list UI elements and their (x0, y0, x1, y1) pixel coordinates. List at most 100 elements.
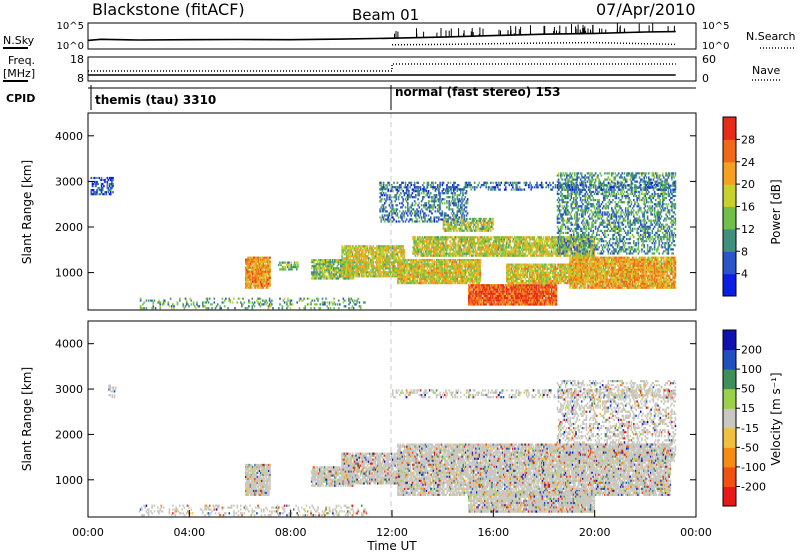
range-cell (497, 236, 500, 239)
range-cell (399, 277, 401, 280)
range-cell (474, 217, 477, 220)
range-cell (526, 271, 529, 274)
range-cell (480, 217, 483, 220)
range-cell (507, 286, 509, 289)
range-cell (486, 254, 488, 257)
range-cell (253, 266, 255, 269)
range-cell (464, 259, 467, 262)
range-cell (314, 259, 316, 262)
range-cell (487, 248, 489, 251)
range-cell (548, 236, 551, 239)
range-cell (362, 273, 364, 276)
range-cell (414, 240, 417, 243)
range-cell (260, 272, 262, 275)
range-cell (482, 242, 485, 245)
range-cell (531, 250, 533, 253)
range-cell (424, 275, 427, 278)
range-cell (514, 271, 516, 274)
range-cell (437, 236, 440, 239)
range-cell (372, 273, 374, 276)
range-cell (436, 246, 439, 249)
range-cell (423, 240, 426, 243)
range-cell (390, 253, 393, 256)
range-cell (356, 267, 358, 270)
range-cell (441, 261, 444, 264)
range-cell (477, 265, 479, 268)
range-cell (433, 265, 436, 268)
range-cell (98, 176, 101, 180)
range-cell (465, 279, 468, 283)
range-cell (509, 252, 511, 255)
range-cell (506, 252, 509, 255)
range-cell (473, 259, 476, 262)
range-cell (283, 268, 286, 271)
range-cell (517, 269, 520, 272)
range-cell (349, 251, 351, 254)
range-cell (428, 246, 430, 249)
range-cell (503, 252, 506, 255)
range-cell (471, 246, 473, 249)
range-cell (441, 242, 443, 245)
range-cell (509, 242, 511, 245)
range-cell (348, 277, 350, 280)
range-cell (250, 282, 253, 285)
range-cell (392, 265, 394, 268)
range-cell (464, 277, 467, 280)
range-cell (328, 271, 330, 274)
range-cell (350, 263, 353, 266)
range-cell (330, 267, 333, 270)
range-cell (321, 267, 323, 270)
range-cell (469, 265, 471, 268)
range-cell (493, 246, 495, 249)
range-cell (326, 275, 328, 278)
range-cell (526, 275, 529, 279)
range-cell (412, 261, 414, 264)
range-cell (513, 248, 516, 251)
range-cell (422, 252, 425, 255)
range-cell (531, 248, 533, 251)
range-cell (341, 263, 343, 266)
range-cell (383, 275, 386, 278)
range-cell (472, 248, 474, 251)
range-cell (402, 273, 405, 276)
range-cell (97, 182, 99, 186)
range-cell (470, 227, 472, 230)
range-cell (100, 191, 103, 194)
range-cell (386, 249, 388, 252)
range-cell (485, 248, 487, 251)
range-cell (265, 280, 268, 283)
range-cell (262, 286, 264, 289)
range-cell (379, 255, 381, 258)
range-cell (475, 236, 478, 239)
range-cell (352, 255, 355, 258)
range-cell (360, 255, 363, 258)
range-cell (515, 252, 517, 255)
range-cell (448, 265, 451, 268)
range-cell (442, 261, 445, 264)
range-cell (109, 187, 112, 190)
range-cell (326, 263, 328, 266)
range-cell (428, 282, 430, 285)
range-cell (350, 267, 353, 270)
range-cell (535, 280, 538, 283)
range-cell (435, 252, 437, 255)
range-cell (446, 267, 448, 270)
range-cell (416, 279, 419, 283)
range-cell (444, 279, 446, 283)
range-cell (451, 248, 454, 251)
range-cell (448, 259, 451, 262)
range-cell (356, 247, 358, 250)
range-cell (416, 254, 419, 257)
range-cell (423, 236, 426, 239)
range-cell (496, 244, 499, 247)
range-cell (340, 271, 342, 274)
range-cell (364, 261, 366, 264)
range-cell (372, 255, 374, 258)
freq-tick-right-top: 60 (702, 53, 716, 66)
range-cell (336, 261, 339, 264)
range-cell (312, 271, 314, 274)
range-cell (541, 297, 544, 300)
range-cell (552, 263, 554, 266)
range-cell (452, 279, 454, 283)
range-cell (431, 242, 434, 245)
